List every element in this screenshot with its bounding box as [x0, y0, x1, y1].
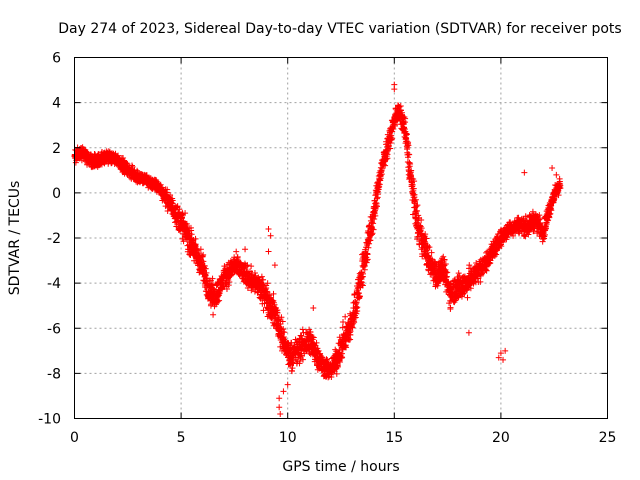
data-point: [209, 275, 216, 282]
y-tick-label: -10: [38, 412, 61, 428]
x-tick-label: 25: [599, 430, 617, 446]
data-point: [164, 186, 171, 193]
y-tick-label: 2: [52, 141, 61, 157]
data-point: [131, 167, 138, 174]
data-point: [180, 238, 187, 245]
data-point: [188, 231, 195, 238]
data-point: [194, 247, 201, 254]
data-point: [169, 197, 176, 204]
y-tick-label: -6: [47, 321, 61, 337]
data-point: [182, 210, 189, 217]
data-point: [128, 162, 135, 169]
y-tick-label: 0: [52, 186, 61, 202]
x-tick-label: 20: [492, 430, 510, 446]
data-point: [200, 258, 207, 265]
data-point: [174, 203, 181, 210]
x-tick-label: 10: [279, 430, 297, 446]
data-point: [192, 235, 199, 242]
data-point: [163, 189, 170, 196]
data-point: [201, 262, 208, 269]
chart-title: Day 274 of 2023, Sidereal Day-to-day VTE…: [58, 21, 621, 37]
x-axis-label: GPS time / hours: [282, 459, 399, 475]
data-point: [183, 220, 190, 227]
y-tick-label: -8: [47, 366, 61, 382]
data-series: [71, 81, 564, 417]
y-tick-label: 4: [52, 96, 61, 112]
data-point: [167, 191, 174, 198]
y-tick-label: -2: [47, 231, 61, 247]
x-tick-label: 15: [385, 430, 403, 446]
data-point: [192, 241, 199, 248]
data-point: [204, 275, 211, 282]
y-tick-label: 6: [52, 51, 61, 67]
data-point: [200, 251, 207, 258]
data-point: [188, 227, 195, 234]
x-tick-label: 5: [177, 430, 186, 446]
x-tick-label: 0: [70, 430, 79, 446]
data-point: [202, 265, 209, 272]
y-tick-label: -4: [47, 276, 61, 292]
data-point: [197, 246, 204, 253]
y-axis-label: SDTVAR / TECUs: [7, 181, 23, 296]
data-point: [203, 269, 210, 276]
data-point: [176, 206, 183, 213]
